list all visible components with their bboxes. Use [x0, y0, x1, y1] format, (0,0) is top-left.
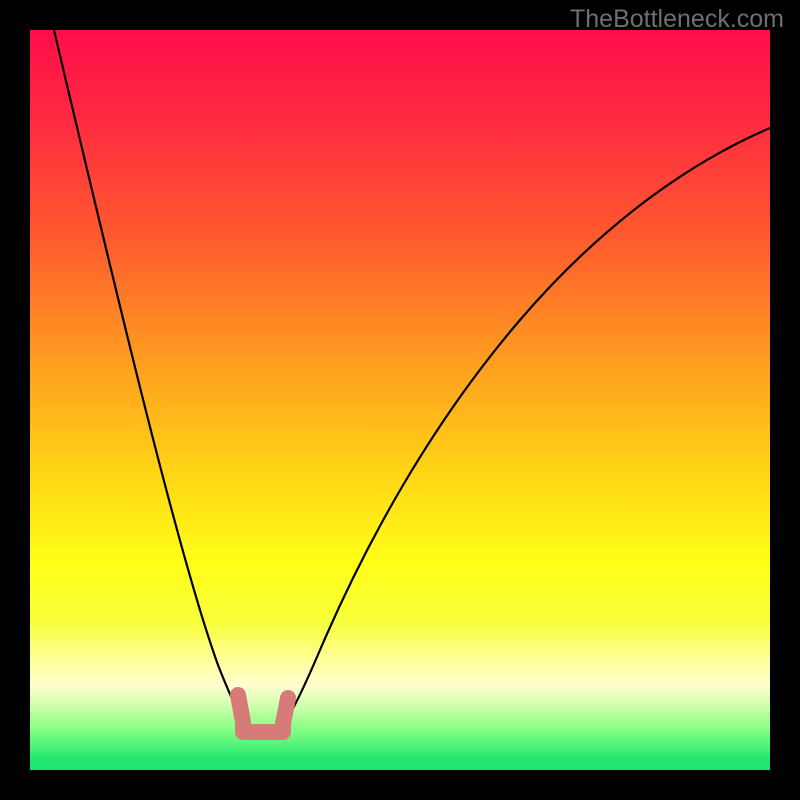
- v-curve-left-branch: [54, 30, 250, 729]
- curve-layer: [0, 0, 800, 800]
- marker-bottom-bar: [243, 722, 283, 732]
- v-curve-right-branch: [280, 128, 770, 729]
- figure-root: TheBottleneck.com: [0, 0, 800, 800]
- watermark-text: TheBottleneck.com: [570, 5, 784, 34]
